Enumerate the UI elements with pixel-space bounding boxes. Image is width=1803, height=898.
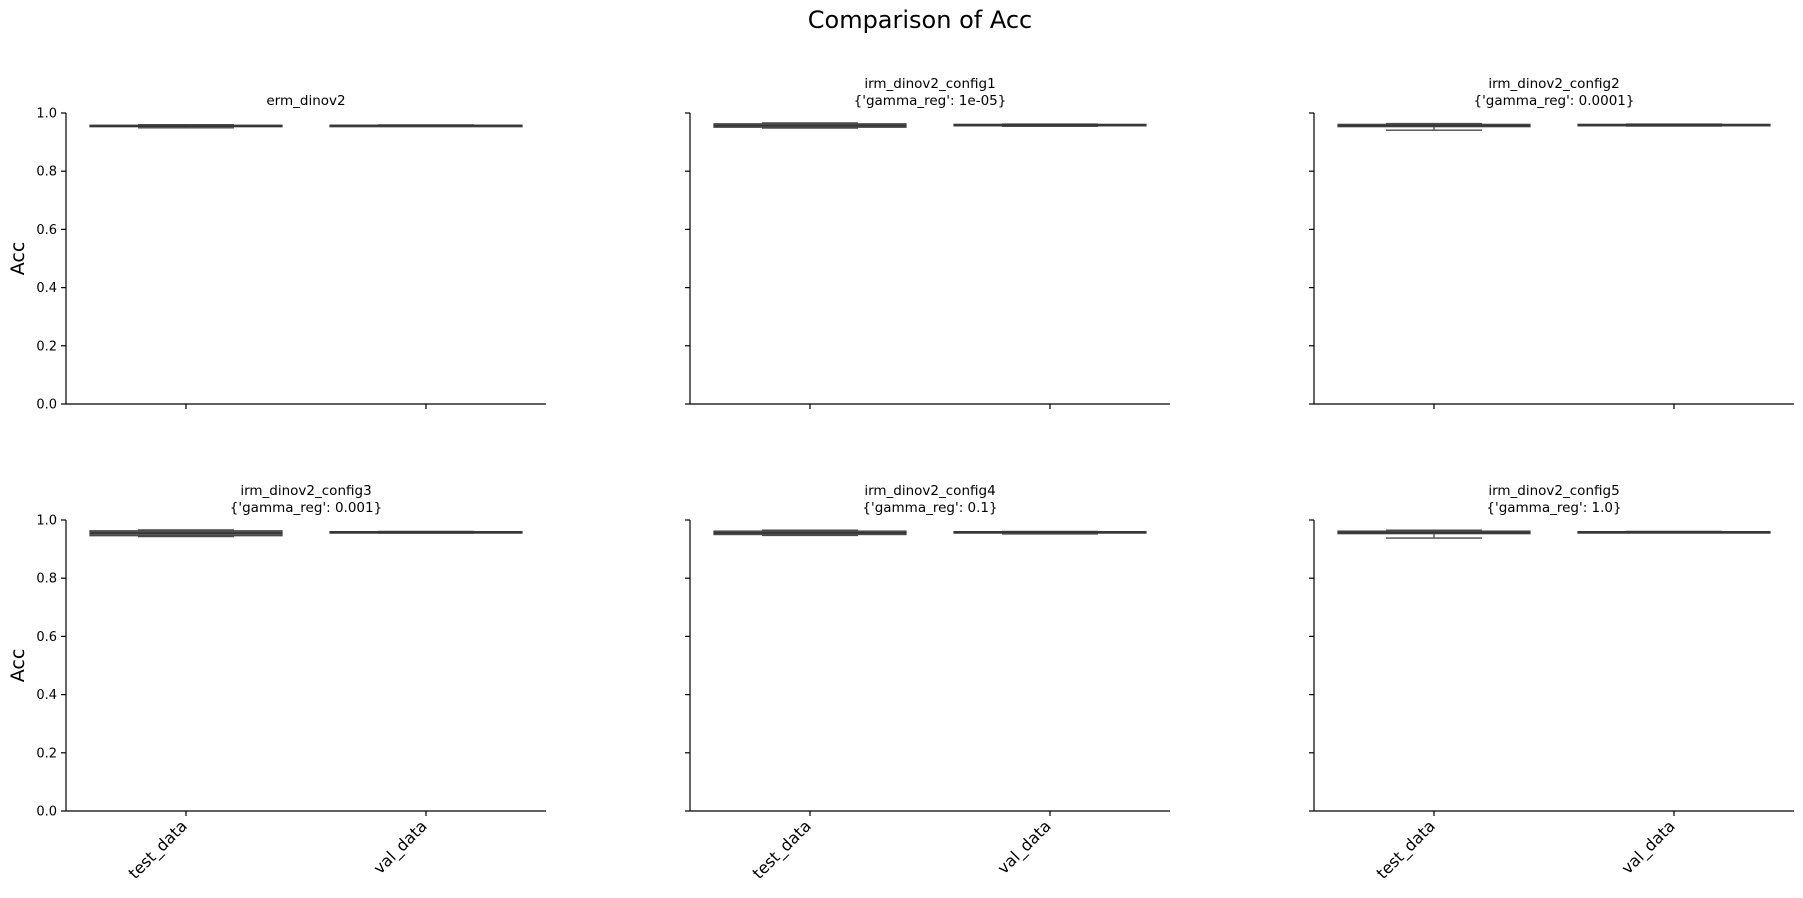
subplot-4: irm_dinov2_config3{'gamma_reg': 0.001} 0.… xyxy=(7,483,546,883)
y-tick-label: 0.0 xyxy=(36,398,57,413)
subplot-title: {'gamma_reg': 0.001} xyxy=(230,500,382,516)
subplot-2: irm_dinov2_config1{'gamma_reg': 1e-05} xyxy=(685,76,1170,409)
subplot-6: irm_dinov2_config5{'gamma_reg': 1.0} test… xyxy=(1309,483,1794,883)
box-val_data xyxy=(953,123,1147,128)
subplot-1: erm_dinov2 0.0 0.2 0.4 0.6 0.8 1.0 Acc xyxy=(7,93,546,413)
box-test_data xyxy=(89,123,283,129)
subplot-title: {'gamma_reg': 0.0001} xyxy=(1474,93,1635,109)
x-tick-label: test_data xyxy=(749,816,816,883)
y-tick-label: 0.2 xyxy=(36,746,57,761)
x-tick-label: test_data xyxy=(1373,816,1440,883)
box-test_data xyxy=(1337,122,1531,131)
subplot-title: irm_dinov2_config2 xyxy=(1488,76,1619,92)
y-tick-label: 0.0 xyxy=(36,805,57,820)
y-tick-label: 0.2 xyxy=(36,339,57,354)
subplot-title: irm_dinov2_config3 xyxy=(240,483,371,499)
y-tick-label: 0.6 xyxy=(36,630,57,645)
y-tick-label: 1.0 xyxy=(36,514,57,529)
subplot-3: irm_dinov2_config2{'gamma_reg': 0.0001} xyxy=(1309,76,1794,409)
y-axis-label: Acc xyxy=(7,242,29,276)
subplot-title: {'gamma_reg': 1.0} xyxy=(1486,500,1621,516)
box-test_data xyxy=(89,529,283,538)
box-val_data xyxy=(329,530,523,534)
box-test_data xyxy=(713,122,907,129)
x-tick-label: test_data xyxy=(125,816,192,883)
y-tick-label: 0.6 xyxy=(36,223,57,238)
x-tick-label: val_data xyxy=(1617,816,1679,878)
y-tick-label: 0.8 xyxy=(36,165,57,180)
x-tick-label: val_data xyxy=(993,816,1055,878)
subplot-title: {'gamma_reg': 0.1} xyxy=(862,500,997,516)
subplot-title: irm_dinov2_config1 xyxy=(864,76,995,92)
subplot-title: irm_dinov2_config4 xyxy=(864,483,995,499)
box-val_data xyxy=(329,124,523,128)
y-tick-label: 0.8 xyxy=(36,572,57,587)
subplot-title: irm_dinov2_config5 xyxy=(1488,483,1619,499)
y-tick-label: 0.4 xyxy=(36,281,57,296)
x-tick-label: val_data xyxy=(369,816,431,878)
y-tick-label: 1.0 xyxy=(36,107,57,122)
figure-title: Comparison of Acc xyxy=(808,6,1032,34)
subplot-5: irm_dinov2_config4{'gamma_reg': 0.1} test… xyxy=(685,483,1170,883)
y-axis-label: Acc xyxy=(7,649,29,683)
box-val_data xyxy=(1577,123,1771,127)
box-test_data xyxy=(713,529,907,537)
subplot-title: erm_dinov2 xyxy=(266,93,345,109)
box-test_data xyxy=(1337,529,1531,539)
subplot-title: {'gamma_reg': 1e-05} xyxy=(854,93,1007,109)
y-tick-label: 0.4 xyxy=(36,688,57,703)
box-val_data xyxy=(1577,530,1771,534)
box-val_data xyxy=(953,530,1147,535)
